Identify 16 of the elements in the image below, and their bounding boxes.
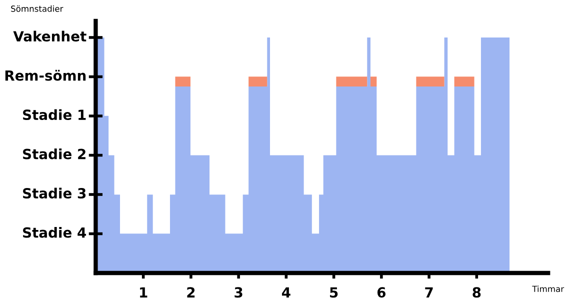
x-tick-label: 7 xyxy=(425,287,433,298)
x-axis-title: Timmar xyxy=(532,286,564,292)
x-tick-label: 2 xyxy=(187,287,195,298)
text: Stadie 3 xyxy=(23,188,86,199)
x-tick-label: 1 xyxy=(140,287,148,298)
x-tick-label: 4 xyxy=(282,287,290,298)
x-tick-label: 3 xyxy=(234,287,242,298)
text: Stadie 1 xyxy=(23,109,86,120)
x-tick-label: 6 xyxy=(377,287,386,298)
text: Stadie 2 xyxy=(23,148,86,160)
x-tick-label: 8 xyxy=(472,287,481,298)
text: Stadie 4 xyxy=(23,227,86,238)
y-axis-title: Sömnstadier xyxy=(11,5,64,12)
text: Rem-sömn xyxy=(5,70,86,81)
x-tick-label: 5 xyxy=(330,287,338,298)
text: Vakenhet xyxy=(13,30,86,42)
